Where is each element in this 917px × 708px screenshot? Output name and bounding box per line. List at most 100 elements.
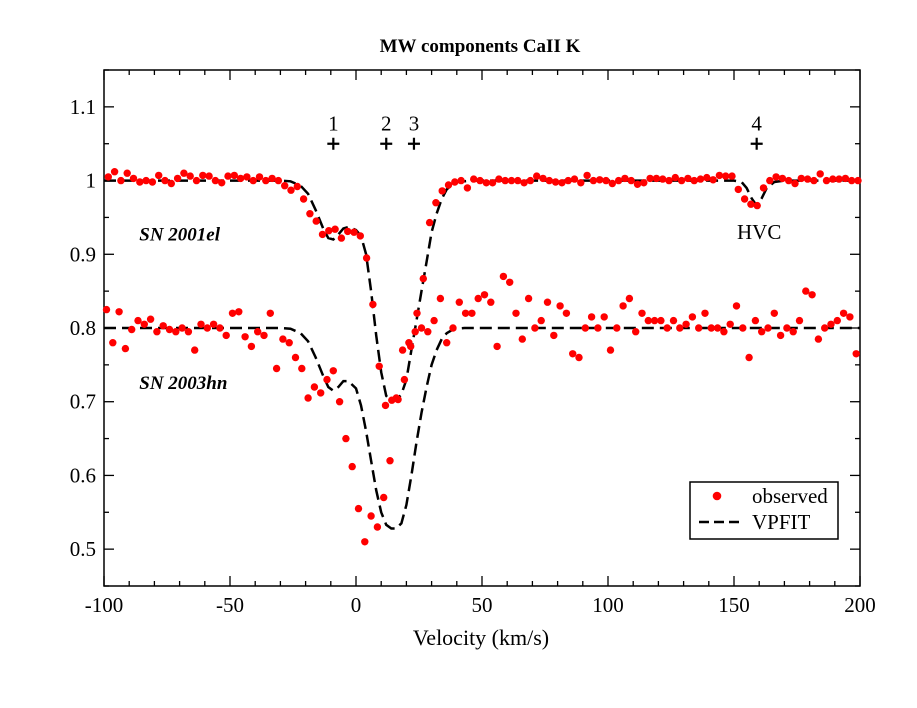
data-point: [398, 346, 407, 354]
data-point: [720, 328, 728, 336]
data-point: [852, 350, 860, 358]
data-point: [369, 300, 377, 309]
data-point: [600, 313, 608, 321]
data-point: [665, 176, 673, 185]
data-point: [663, 324, 671, 332]
data-point: [209, 320, 218, 328]
data-point: [298, 364, 306, 373]
data-point: [659, 175, 667, 183]
data-point: [770, 309, 778, 317]
data-point: [306, 210, 314, 218]
data-point: [709, 176, 717, 184]
data-point: [589, 176, 598, 185]
data-point: [140, 320, 148, 328]
data-point: [543, 298, 552, 306]
y-tick-label: 0.9: [70, 242, 96, 266]
data-point: [751, 316, 760, 325]
data-point: [329, 367, 337, 375]
data-point: [367, 512, 375, 520]
data-point: [822, 176, 831, 185]
data-point: [669, 316, 678, 325]
data-point: [848, 176, 856, 185]
data-point: [293, 182, 301, 191]
data-point: [474, 294, 482, 303]
data-point: [173, 174, 182, 183]
x-tick-label: -50: [216, 593, 244, 617]
data-point: [186, 172, 194, 180]
plot-area: -100 -50 0 50 100 150 200 0.5 0.6 0.7 0.8 0.9 1 1.1: [70, 69, 876, 617]
data-point: [533, 172, 541, 180]
data-point: [814, 335, 823, 343]
data-point: [211, 176, 220, 185]
data-point: [732, 302, 741, 310]
data-point: [839, 309, 848, 317]
data-point: [713, 324, 722, 332]
data-point: [451, 178, 459, 186]
data-point: [480, 291, 489, 299]
data-point: [291, 353, 300, 362]
data-point: [652, 174, 661, 183]
data-point: [155, 171, 163, 180]
data-point: [312, 217, 320, 225]
data-point: [436, 294, 445, 303]
data-point: [539, 174, 547, 183]
legend-vpfit-label: VPFIT: [752, 510, 811, 534]
data-point: [148, 178, 157, 186]
data-point: [619, 302, 627, 310]
data-point: [102, 305, 111, 314]
data-point: [310, 383, 319, 391]
data-point: [676, 324, 684, 332]
data-point: [671, 173, 679, 182]
data-point: [344, 227, 352, 236]
data-point: [413, 309, 421, 317]
data-point: [551, 178, 560, 186]
supernova-label: SN 2001el: [139, 225, 220, 246]
data-point: [348, 462, 356, 471]
data-point: [577, 179, 585, 187]
y-tick-label: 0.5: [70, 537, 96, 561]
data-point: [331, 225, 339, 233]
x-tick-label: 50: [472, 593, 493, 617]
data-point: [575, 353, 583, 362]
data-point: [841, 174, 850, 183]
data-point: [425, 218, 434, 227]
data-point: [129, 174, 138, 183]
data-point: [318, 230, 327, 239]
y-tick-label: 0.8: [70, 316, 96, 340]
legend: observed VPFIT: [689, 481, 839, 540]
data-point: [558, 179, 566, 187]
data-point: [785, 176, 793, 185]
data-point: [236, 174, 245, 183]
x-tick-label: 0: [351, 593, 362, 617]
points-layer: [102, 168, 862, 546]
data-point: [772, 173, 780, 181]
data-point: [759, 184, 768, 192]
data-point: [216, 324, 224, 332]
data-point: [350, 228, 358, 236]
data-point: [375, 362, 383, 370]
data-point: [362, 254, 371, 262]
data-point: [373, 523, 382, 531]
data-point: [381, 401, 390, 410]
data-point: [827, 320, 835, 328]
data-point: [109, 339, 117, 347]
data-point: [606, 346, 615, 354]
data-point: [178, 324, 186, 332]
data-point: [470, 175, 478, 183]
data-point: [203, 324, 211, 332]
data-point: [562, 309, 571, 317]
x-axis-label: Velocity (km/s): [413, 625, 549, 650]
data-point: [753, 201, 761, 210]
y-tick-label: 1.1: [70, 95, 96, 119]
data-point: [476, 176, 484, 185]
data-point: [835, 175, 843, 183]
x-tick-label: 100: [592, 593, 624, 617]
data-point: [640, 179, 648, 187]
data-point: [638, 309, 646, 317]
data-point: [776, 331, 785, 340]
annotation-layer: 1 2 3 4 SN 2001el SN 2003hn HVC: [139, 112, 781, 394]
data-point: [335, 398, 344, 406]
chart-title: MW components CaII K: [380, 36, 581, 57]
data-point: [526, 176, 535, 185]
data-point: [128, 325, 136, 334]
